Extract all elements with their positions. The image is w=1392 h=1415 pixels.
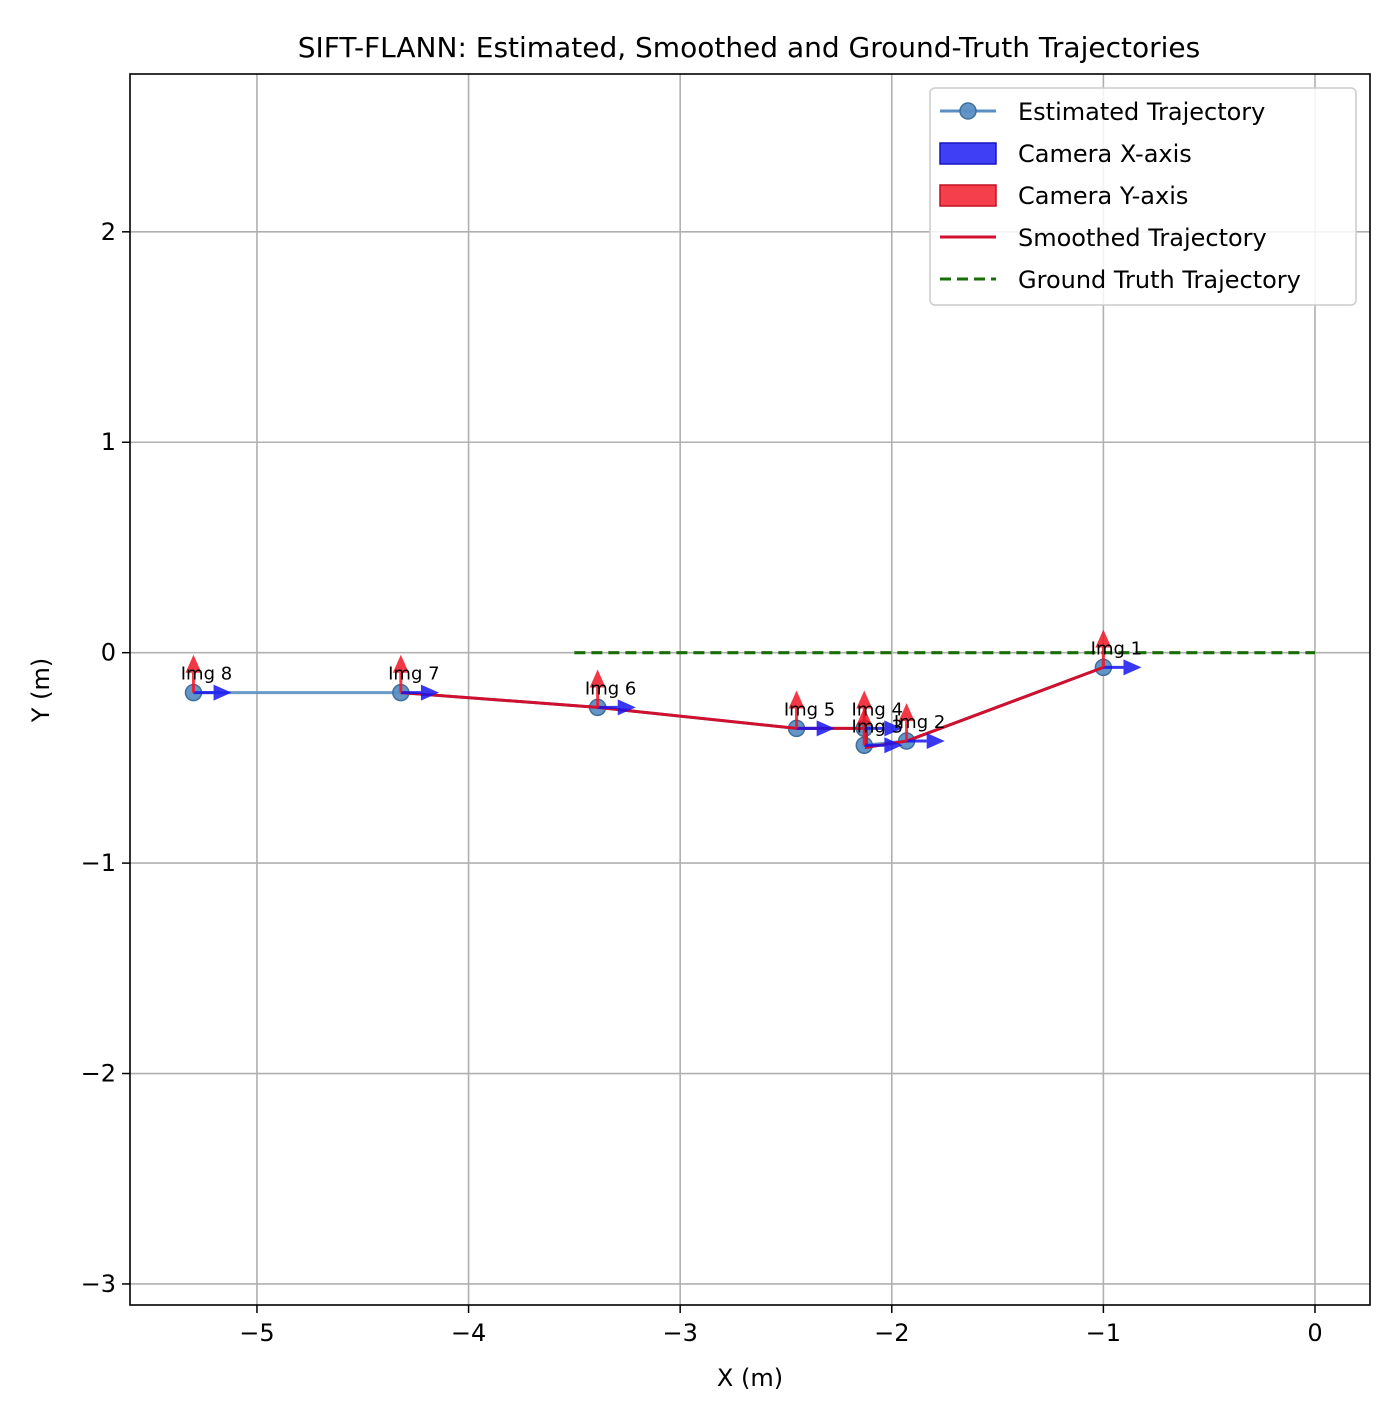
y-axis-label: Y (m) [27,658,55,723]
camera-y-axis-arrow [589,669,606,708]
y-tick-label: −1 [81,849,116,877]
legend-label-camera-y: Camera Y-axis [1018,182,1188,210]
y-tick-label: −2 [81,1060,116,1088]
camera-y-axis-arrow [898,703,915,742]
point-label: Img 5 [784,699,835,720]
x-tick-label: 0 [1307,1319,1322,1347]
camera-x-axis-arrow-head [926,733,945,750]
camera-x-axis-arrow [400,684,439,701]
legend-label-estimated: Estimated Trajectory [1018,98,1265,126]
legend-estimated-marker [959,102,977,120]
camera-x-axis-arrow [193,684,232,701]
camera-x-axis-arrow-head [420,684,439,701]
camera-y-axis-arrow-head [1095,629,1112,648]
camera-x-axis-arrow-head [816,720,835,737]
ticks: −5 −4 −3 −2 −1 0 −3 −2 −1 0 1 2 [81,218,1323,1347]
x-tick-label: −3 [662,1319,697,1347]
camera-x-axis-arrow-head [213,684,232,701]
camera-x-axis-arrow [864,737,903,754]
legend-label-ground-truth: Ground Truth Trajectory [1018,266,1301,294]
camera-y-axis-arrow-head [589,669,606,688]
camera-axes-layer [185,629,1142,754]
point-label: Img 4 [852,699,903,720]
camera-y-axis-arrow [392,654,409,693]
camera-x-axis-arrow [597,699,636,716]
camera-y-axis-arrow [856,690,873,729]
legend-box [929,87,1357,306]
point-label: Img 3 [852,716,903,737]
camera-x-axis-arrow-head [617,699,636,716]
point-label: Img 2 [894,712,945,733]
camera-x-axis-arrow [906,733,945,750]
camera-x-axis-arrow-head [884,720,903,737]
point-label: Img 7 [388,664,439,685]
x-tick-label: −1 [1086,1319,1121,1347]
x-tick-label: −5 [239,1319,274,1347]
point-label: Img 8 [181,664,232,685]
camera-y-axis-arrow-head [898,703,915,722]
x-tick-label: −4 [451,1319,486,1347]
camera-y-axis-arrow-head [856,690,873,709]
camera-x-axis-arrow-head [1123,659,1142,676]
y-tick-label: −3 [81,1270,116,1298]
camera-y-axis-arrow-head [788,690,805,709]
y-tick-label: 0 [101,639,116,667]
camera-x-axis-arrow [864,720,903,737]
camera-y-axis-arrow [1095,629,1112,668]
camera-y-axis-arrow [185,654,202,693]
camera-y-axis-arrow-head [185,654,202,673]
chart-title: SIFT-FLANN: Estimated, Smoothed and Grou… [298,31,1200,64]
legend: Estimated Trajectory Camera X-axis Camer… [929,87,1357,306]
point-label: Img 1 [1091,638,1142,659]
legend-camera-y-patch [939,184,997,207]
y-tick-label: 2 [101,218,116,246]
legend-label-smoothed: Smoothed Trajectory [1018,224,1267,252]
plot-frame [129,73,1371,1306]
camera-y-axis-arrow-head [392,654,409,673]
camera-x-axis-arrow-head [884,737,903,754]
x-axis-label: X (m) [717,1364,783,1392]
legend-camera-x-patch [939,142,997,165]
camera-x-axis-arrow [1103,659,1142,676]
legend-label-camera-x: Camera X-axis [1018,140,1192,168]
y-tick-label: 1 [101,428,116,456]
camera-y-axis-arrow [788,690,805,729]
point-label: Img 6 [585,678,636,699]
camera-x-axis-arrow [796,720,835,737]
x-tick-label: −2 [874,1319,909,1347]
